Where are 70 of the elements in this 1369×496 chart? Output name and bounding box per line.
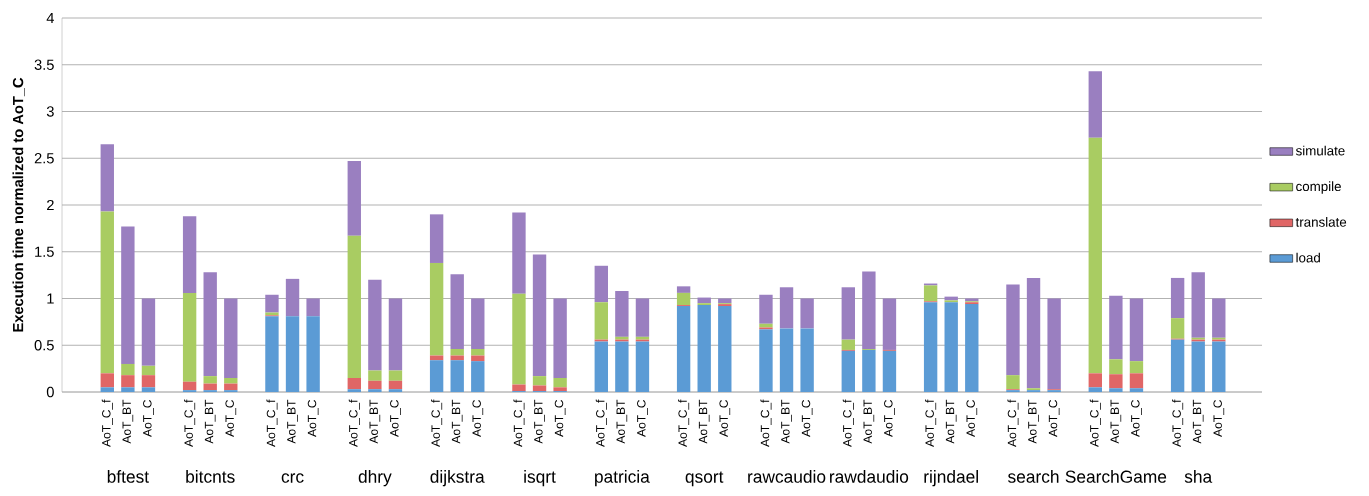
x-tick-label: AoT_C: [1048, 400, 1060, 437]
x-tick-label: AoT_C_f: [1089, 399, 1101, 447]
y-tick-label: 3.5: [34, 59, 54, 70]
x-tick-label: AoT_C_f: [348, 399, 360, 447]
x-tick-label: AoT_C_f: [184, 399, 196, 447]
legend-label: simulate: [1295, 145, 1345, 156]
y-tick-label: 2.5: [34, 153, 54, 164]
x-tick-label: AoT_C: [719, 400, 731, 437]
text: SearchGame: [1065, 470, 1167, 483]
x-tick-label: AoT_BT: [1028, 399, 1039, 444]
text: bitcnts: [186, 470, 235, 483]
x-tick-label: AoT_C: [1131, 400, 1142, 437]
x-tick-label: AoT_C_f: [1007, 399, 1019, 447]
x-tick-label: AoT_BT: [287, 399, 298, 444]
text: crc: [281, 473, 304, 483]
legend-label: translate: [1295, 217, 1347, 227]
text: dijkstra: [430, 470, 485, 487]
text: rijndael: [924, 470, 978, 487]
x-tick-label: AoT_C_f: [1172, 399, 1184, 447]
text: rawcaudio: [748, 470, 826, 483]
x-tick-label: AoT_C: [637, 400, 648, 437]
x-tick-label: AoT_C_f: [431, 399, 443, 447]
text: dhry: [358, 470, 392, 487]
x-tick-label: AoT_C_f: [760, 399, 772, 447]
y-tick-label: 1.5: [35, 246, 54, 257]
x-tick-label: AoT_C_f: [842, 399, 854, 447]
x-tick-label: AoT_C_f: [595, 399, 607, 447]
x-tick-label: AoT_BT: [945, 399, 957, 444]
x-tick-label: AoT_C: [390, 400, 401, 437]
x-tick-label: AoT_BT: [122, 399, 134, 444]
x-tick-label: AoT_BT: [781, 399, 792, 444]
y-tick-label: 4: [46, 12, 55, 24]
x-tick-label: AoT_C_f: [513, 399, 525, 447]
x-tick-label: AoT_BT: [1192, 399, 1204, 444]
x-tick-label: AoT_C: [472, 400, 484, 437]
text: rawdaudio: [830, 470, 909, 483]
x-tick-label: AoT_BT: [616, 399, 628, 444]
x-tick-label: AoT_C: [225, 400, 237, 437]
x-tick-label: AoT_BT: [204, 399, 216, 444]
y-tick-label: 1: [47, 293, 54, 304]
y-axis-title: Execution time normalized to AoT_C: [12, 77, 25, 332]
x-tick-label: AoT_C: [884, 400, 895, 437]
text: search: [1008, 470, 1059, 483]
x-tick-label: AoT_C_f: [266, 399, 278, 447]
x-tick-label: AoT_C: [1213, 400, 1225, 437]
y-tick-label: 3: [46, 106, 54, 117]
x-tick-label: AoT_BT: [698, 399, 710, 444]
x-tick-label: AoT_BT: [1110, 399, 1122, 444]
x-tick-label: AoT_C: [554, 400, 566, 437]
x-tick-label: AoT_C: [801, 400, 813, 437]
x-tick-label: AoT_BT: [369, 399, 381, 444]
x-tick-label: AoT_C: [966, 400, 978, 437]
text: isqrt: [524, 470, 556, 487]
y-tick-label: 2: [47, 199, 54, 211]
text: qsort: [685, 471, 724, 487]
y-tick-label: 0.5: [34, 340, 54, 351]
x-tick-label: AoT_C_f: [678, 399, 690, 447]
x-tick-label: AoT_C: [143, 400, 154, 437]
x-tick-label: AoT_BT: [451, 399, 463, 444]
legend-label: load: [1296, 252, 1320, 263]
legend-label: compile: [1296, 181, 1341, 194]
x-tick-label: AoT_C_f: [925, 399, 937, 447]
x-tick-label: AoT_BT: [863, 399, 875, 444]
text: bftest: [107, 470, 149, 483]
text: patricia: [595, 470, 650, 487]
x-tick-label: AoT_C: [307, 400, 319, 437]
x-tick-label: AoT_BT: [534, 399, 545, 444]
text: sha: [1184, 470, 1213, 483]
y-tick-label: 0: [46, 386, 54, 398]
x-tick-label: AoT_C_f: [101, 399, 113, 447]
